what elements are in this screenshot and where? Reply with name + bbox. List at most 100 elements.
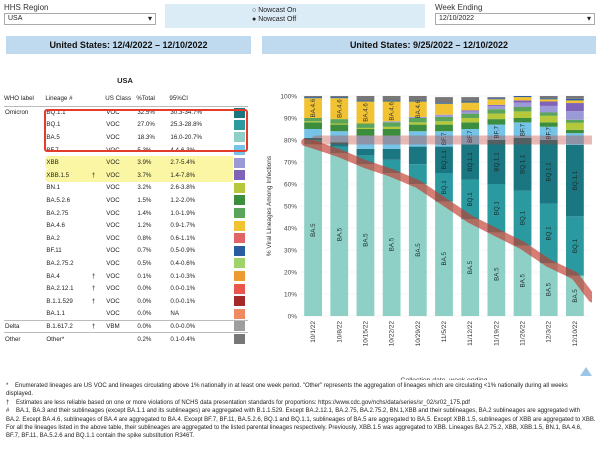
x-tick-label: 11/26/22: [520, 321, 527, 346]
week-select[interactable]: 12/10/2022: [435, 13, 595, 25]
pct-total: 3.2%: [137, 184, 152, 192]
footnote-asterisk: * Enumerated lineages are US VOC and lin…: [6, 383, 568, 398]
bar-segment-bn-1: [461, 118, 480, 123]
bar-segment-label: BQ.1.1: [546, 162, 553, 182]
dagger-mark: [91, 308, 105, 321]
bar-segment-bn-1: [487, 113, 506, 120]
bar-segment-bn-1: [566, 122, 584, 130]
bar-segment-label: BA.4.6: [389, 102, 396, 121]
table-row: BA.2.75 VOC 1.4% 1.0-1.9%: [4, 207, 248, 220]
dagger-mark: [91, 232, 105, 245]
nowcast-off-option[interactable]: ● Nowcast Off: [252, 16, 297, 23]
bar-segment-bf-11: [435, 102, 453, 104]
pct-total: 0.7%: [137, 247, 152, 255]
region-select[interactable]: USA: [4, 13, 156, 25]
bar-segment-bq-1: [513, 190, 532, 246]
bar-segment-ba-5-2-6: [435, 124, 453, 132]
col-who: WHO label: [4, 92, 46, 107]
footnote-hash: # BA.1, BA.3 and their sublineages (exce…: [6, 408, 596, 440]
who-label: [4, 169, 45, 182]
pct-total: 18.3%: [137, 133, 155, 141]
x-tick-label: 11/12/22: [467, 321, 474, 346]
lineage-name: BQ.1.1: [46, 109, 66, 117]
bar-segment-ba-4-6: [356, 101, 375, 124]
bar-segment-bn-1: [382, 126, 401, 129]
bar-segment-label: BA.5: [362, 233, 369, 247]
confidence-interval: 1.4-7.8%: [169, 168, 234, 182]
who-label: [4, 282, 45, 295]
x-tick-label: 10/29/22: [415, 321, 422, 347]
lineage-name: BA.2.75: [46, 209, 69, 217]
who-label: Other: [4, 332, 46, 346]
dagger-mark: †: [90, 168, 106, 182]
confidence-interval: 0.0-0.1%: [170, 297, 196, 305]
us-class: VOC: [106, 285, 120, 293]
bar-segment-bf-7: [487, 124, 506, 140]
dagger-mark: [91, 207, 105, 220]
y-tick-label: 0%: [288, 313, 298, 320]
bar-segment-bq-1-1: [304, 137, 322, 140]
bar-segment-label: BF.7: [546, 127, 553, 140]
lineage-color-swatch: [234, 296, 246, 307]
confidence-interval: 1.0-1.9%: [170, 209, 196, 217]
pct-total: 0.0%: [137, 310, 152, 318]
bar-segment-ba-2-75: [330, 119, 349, 124]
bar-segment-ba-4-6: [382, 101, 401, 122]
confidence-interval: 0.1-0.4%: [169, 332, 234, 346]
bar-segment-ba-2-75: [566, 119, 584, 123]
x-tick-label: 10/8/22: [336, 321, 343, 343]
bar-segment-label: BA.5: [336, 227, 343, 241]
bar-segment-other: [435, 97, 453, 103]
bar-segment-ba-2-75: [487, 109, 506, 114]
bar-segment-label: BA.5: [310, 223, 317, 237]
bar-segment-ba-5: [513, 245, 532, 316]
scroll-triangle-icon[interactable]: [580, 367, 592, 376]
bar-segment-bq-1: [487, 184, 506, 233]
bar-segment-ba-5: [330, 153, 349, 316]
lineage-color-swatch: [234, 283, 246, 294]
dagger-mark: [90, 332, 106, 346]
bar-segment-ba-4-6: [566, 100, 584, 104]
lineage-color-swatch: [234, 245, 246, 256]
footnote-dagger: † Estimates are less reliable based on o…: [6, 399, 470, 406]
table-row: BA.5.2.6 VOC 1.5% 1.2-2.0%: [4, 194, 248, 207]
us-class: VOC: [106, 234, 120, 242]
bar-segment-bf-7: [513, 122, 532, 138]
bar-segment-bf-7: [382, 135, 401, 149]
bar-segment-bq-1-1: [539, 140, 558, 204]
us-class: VOC: [105, 156, 137, 169]
right-title: United States: 9/25/2022 – 12/10/2022: [262, 36, 596, 54]
col-class: US Class: [105, 92, 137, 107]
bar-segment-ba-5-2-6: [513, 118, 532, 123]
x-tick-label: 12/3/22: [546, 321, 553, 343]
us-class: VOC: [106, 196, 120, 204]
bar-segment-bf-11: [566, 98, 584, 101]
confidence-interval: 25.3-28.8%: [170, 121, 203, 129]
bar-segment-label: BQ.1.1: [441, 150, 448, 170]
who-label: [4, 144, 45, 157]
bar-segment-ba-5-2-6: [330, 124, 349, 132]
bar-segment-label: BA.4.6: [310, 98, 317, 117]
x-tick-label: 11/19/22: [493, 321, 500, 346]
bar-segment-ba-5: [382, 173, 401, 316]
bar-segment-ba-5: [539, 263, 558, 316]
lineage-color-swatch: [234, 233, 246, 244]
bar-segment-other: [487, 97, 506, 99]
table-row: BF.11 VOC 0.7% 0.5-0.9%: [4, 245, 248, 258]
bar-segment-label: BQ.1.1: [467, 152, 474, 172]
nowcast-on-option[interactable]: ○ Nowcast On: [252, 7, 297, 14]
bar-segment-bq-1-1: [435, 146, 453, 173]
variant-proportion-chart: 0% 10% 20% 30% 40% 50% 60% 70% 80% 90% 100% % Viral…: [266, 93, 592, 380]
bar-segment-bq-1-1: [356, 148, 375, 156]
lineage-color-swatch: [234, 107, 246, 118]
bar-segment-bq-1-1: [382, 148, 401, 160]
lineage-name: BA.5.2.6: [46, 196, 71, 204]
us-class: VOC: [106, 133, 120, 141]
bar-segment-other: [356, 96, 375, 101]
lineage-color-swatch: [234, 170, 246, 181]
us-class: VOC: [106, 209, 120, 217]
bar-segment-ba-5-2-6: [408, 124, 427, 132]
pct-total: 0.1%: [137, 272, 152, 280]
bar-segment-bn-1: [330, 123, 349, 125]
bar-segment-ba-5: [461, 219, 480, 316]
